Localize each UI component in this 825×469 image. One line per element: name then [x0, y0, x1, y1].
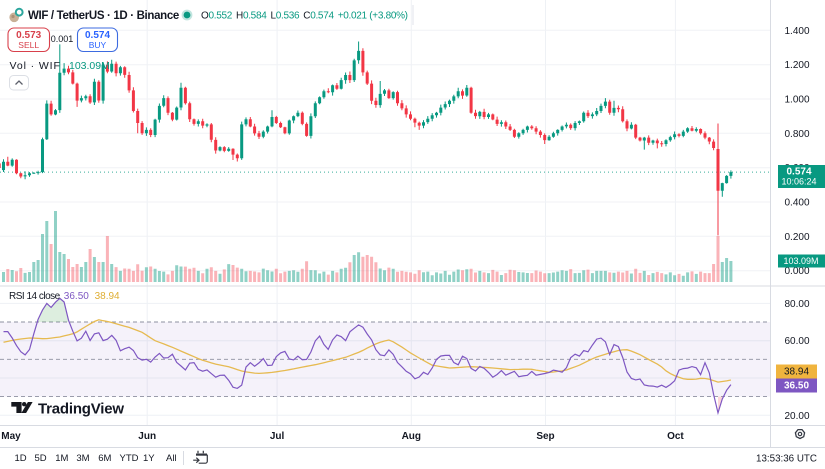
svg-text:1.000: 1.000 — [784, 95, 809, 106]
svg-text:3M: 3M — [76, 453, 89, 464]
svg-text:Vol · WIF: Vol · WIF — [10, 60, 61, 72]
svg-text:1.400: 1.400 — [784, 26, 809, 37]
svg-text:60.00: 60.00 — [784, 336, 809, 347]
svg-text:Sep: Sep — [536, 431, 554, 442]
svg-text:Jul: Jul — [270, 431, 285, 442]
svg-text:103.09M: 103.09M — [69, 60, 110, 72]
svg-text:0.000: 0.000 — [784, 266, 809, 277]
svg-text:103.09M: 103.09M — [783, 256, 818, 266]
svg-text:Jun: Jun — [138, 431, 156, 442]
svg-text:0.574: 0.574 — [786, 167, 811, 178]
svg-text:TradingView: TradingView — [38, 401, 124, 418]
svg-text:All: All — [166, 453, 177, 464]
svg-text:36.50: 36.50 — [64, 291, 89, 302]
svg-text:YTD: YTD — [120, 453, 139, 464]
svg-text:Oct: Oct — [667, 431, 684, 442]
svg-text:20.00: 20.00 — [784, 411, 809, 422]
svg-text:80.00: 80.00 — [784, 299, 809, 310]
svg-text:1M: 1M — [55, 453, 68, 464]
svg-text:May: May — [1, 431, 21, 442]
svg-text:1.200: 1.200 — [784, 60, 809, 71]
svg-text:BUY: BUY — [89, 40, 107, 50]
svg-text:38.94: 38.94 — [95, 291, 120, 302]
svg-text:0.800: 0.800 — [784, 129, 809, 140]
svg-text:36.50: 36.50 — [784, 381, 809, 392]
svg-text:10:06:24: 10:06:24 — [781, 177, 816, 187]
svg-text:Aug: Aug — [402, 431, 421, 442]
svg-text:13:53:36 UTC: 13:53:36 UTC — [756, 454, 817, 465]
svg-text:0.574: 0.574 — [85, 30, 110, 41]
svg-text:WIF / TetherUS · 1D · Binance: WIF / TetherUS · 1D · Binance — [28, 10, 179, 22]
svg-text:SELL: SELL — [18, 40, 39, 50]
svg-text:38.94: 38.94 — [784, 367, 809, 378]
svg-text:RSI 14 close: RSI 14 close — [9, 291, 61, 302]
svg-text:0.200: 0.200 — [784, 232, 809, 243]
svg-text:6M: 6M — [98, 453, 111, 464]
svg-text:1D: 1D — [15, 453, 27, 464]
svg-text:0.400: 0.400 — [784, 198, 809, 209]
svg-text:1Y: 1Y — [143, 453, 155, 464]
svg-text:5D: 5D — [35, 453, 47, 464]
svg-text:0.573: 0.573 — [16, 30, 41, 41]
svg-text:0.001: 0.001 — [51, 34, 74, 44]
